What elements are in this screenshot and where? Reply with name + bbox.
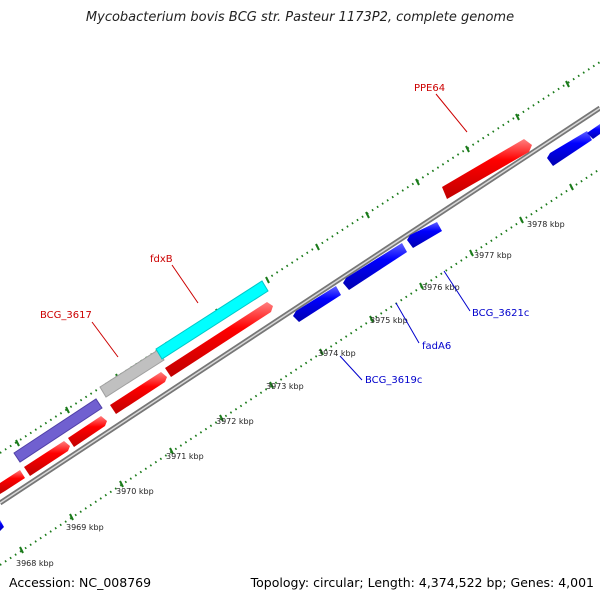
tick-label: 3978 kbp: [527, 220, 565, 229]
leader-fada6: [395, 302, 420, 344]
label-leaders: [91, 93, 471, 381]
tick-label: 3970 kbp: [116, 487, 154, 496]
gene-reverse[interactable]: [587, 124, 600, 139]
label-bcg-3621c[interactable]: BCG_3621c: [472, 308, 529, 319]
genome-summary: Topology: circular; Length: 4,374,522 bp…: [250, 575, 594, 590]
gene-bcg-3617-forward[interactable]: [165, 302, 273, 377]
gene-bcg-3618[interactable]: [99, 349, 165, 398]
gene-forward[interactable]: [68, 416, 107, 447]
accession-text: Accession: NC_008769: [9, 575, 152, 590]
inner-tick-track: [0, 168, 600, 566]
gene-labels: PPE64 fdxB BCG_3617 BCG_3619c fadA6 BCG_…: [40, 83, 529, 386]
label-fdxb[interactable]: fdxB: [150, 254, 173, 265]
genome-backbone: [0, 105, 600, 506]
tick-label: 3971 kbp: [166, 452, 204, 461]
tick-label: 3977 kbp: [474, 251, 512, 260]
outer-lane-genes: [13, 280, 269, 463]
gene-ppe64[interactable]: [442, 139, 532, 199]
gene-bcg-3619c[interactable]: [293, 286, 341, 322]
gene-forward[interactable]: [0, 470, 25, 494]
gene-reverse[interactable]: [547, 131, 592, 166]
tick-label: 3974 kbp: [318, 349, 356, 358]
gene-bcg-3617[interactable]: [13, 398, 103, 463]
scale-labels: 3968 kbp 3969 kbp 3970 kbp 3971 kbp 3972…: [16, 220, 565, 568]
label-bcg-3619c[interactable]: BCG_3619c: [365, 375, 422, 386]
leader-bcg-3619c: [339, 355, 363, 381]
tick-label: 3968 kbp: [16, 559, 54, 568]
leader-bcg-3617: [91, 321, 119, 358]
leader-ppe64: [435, 93, 468, 133]
gene-bcg-3621c[interactable]: [407, 222, 442, 248]
forward-genes: [0, 139, 532, 494]
tick-label: 3975 kbp: [370, 316, 408, 325]
tick-label: 3976 kbp: [422, 283, 460, 292]
gene-reverse[interactable]: [0, 520, 4, 531]
tick-label: 3973 kbp: [266, 382, 304, 391]
label-fada6[interactable]: fadA6: [422, 341, 451, 352]
label-bcg-3617[interactable]: BCG_3617: [40, 310, 92, 321]
gene-fada6[interactable]: [343, 243, 407, 290]
gene-forward[interactable]: [24, 441, 70, 476]
reverse-genes: [0, 124, 600, 531]
leader-fdxb: [171, 264, 199, 304]
tick-label: 3972 kbp: [216, 417, 254, 426]
gene-forward[interactable]: [110, 372, 167, 414]
gene-fdxb[interactable]: [155, 280, 269, 360]
map-title: Mycobacterium bovis BCG str. Pasteur 117…: [85, 10, 515, 25]
inner-major-ticks: [19, 183, 574, 554]
tick-label: 3969 kbp: [66, 523, 104, 532]
label-ppe64[interactable]: PPE64: [414, 83, 445, 94]
leader-bcg-3621c: [443, 270, 471, 312]
